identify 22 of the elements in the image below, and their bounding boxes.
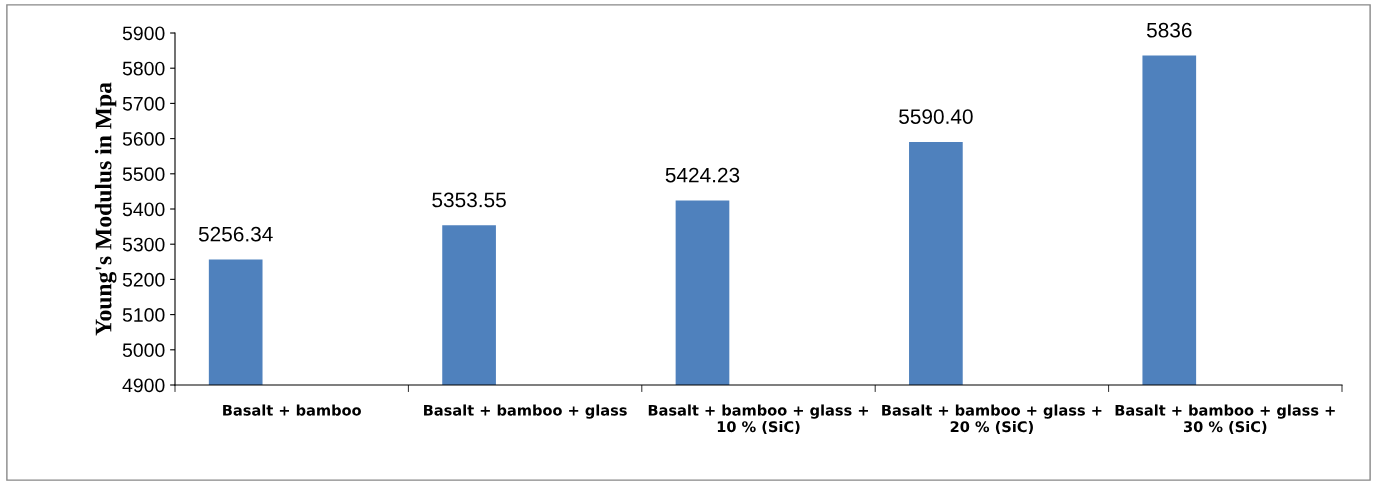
y-tick-label: 5500 bbox=[122, 167, 165, 182]
y-tick-label: 5900 bbox=[122, 26, 165, 41]
data-label: 5836 bbox=[1146, 22, 1192, 38]
y-tick-label: 5800 bbox=[122, 61, 165, 76]
x-tick-label: Basalt + bamboo + glass + 10 % (SiC) bbox=[648, 404, 868, 434]
x-tick-label: Basalt + bamboo + glass bbox=[424, 404, 627, 419]
data-label: 5424.23 bbox=[665, 167, 740, 183]
y-tick-label: 5600 bbox=[122, 132, 165, 146]
data-label: 5256.34 bbox=[198, 226, 273, 242]
y-tick-label: 5100 bbox=[122, 308, 165, 322]
data-label: 5353.55 bbox=[432, 192, 506, 208]
y-tick-label: 5700 bbox=[122, 96, 165, 111]
x-tick-label: Basalt + bamboo + glass + 20 % (SiC) bbox=[882, 404, 1102, 434]
x-tick-label: Basalt + bamboo bbox=[223, 404, 361, 416]
y-tick-label: 5300 bbox=[122, 237, 165, 252]
y-axis-title: Young's Modulus in Mpa bbox=[94, 82, 117, 336]
y-tick-label: 5200 bbox=[122, 272, 165, 287]
y-tick-label: 5400 bbox=[122, 202, 165, 217]
data-label: 5590.40 bbox=[899, 109, 973, 124]
y-tick-label: 4900 bbox=[122, 378, 165, 393]
y-tick-label: 5000 bbox=[122, 343, 165, 358]
x-tick-label: Basalt + bamboo + glass + 30 % (SiC) bbox=[1115, 404, 1335, 434]
